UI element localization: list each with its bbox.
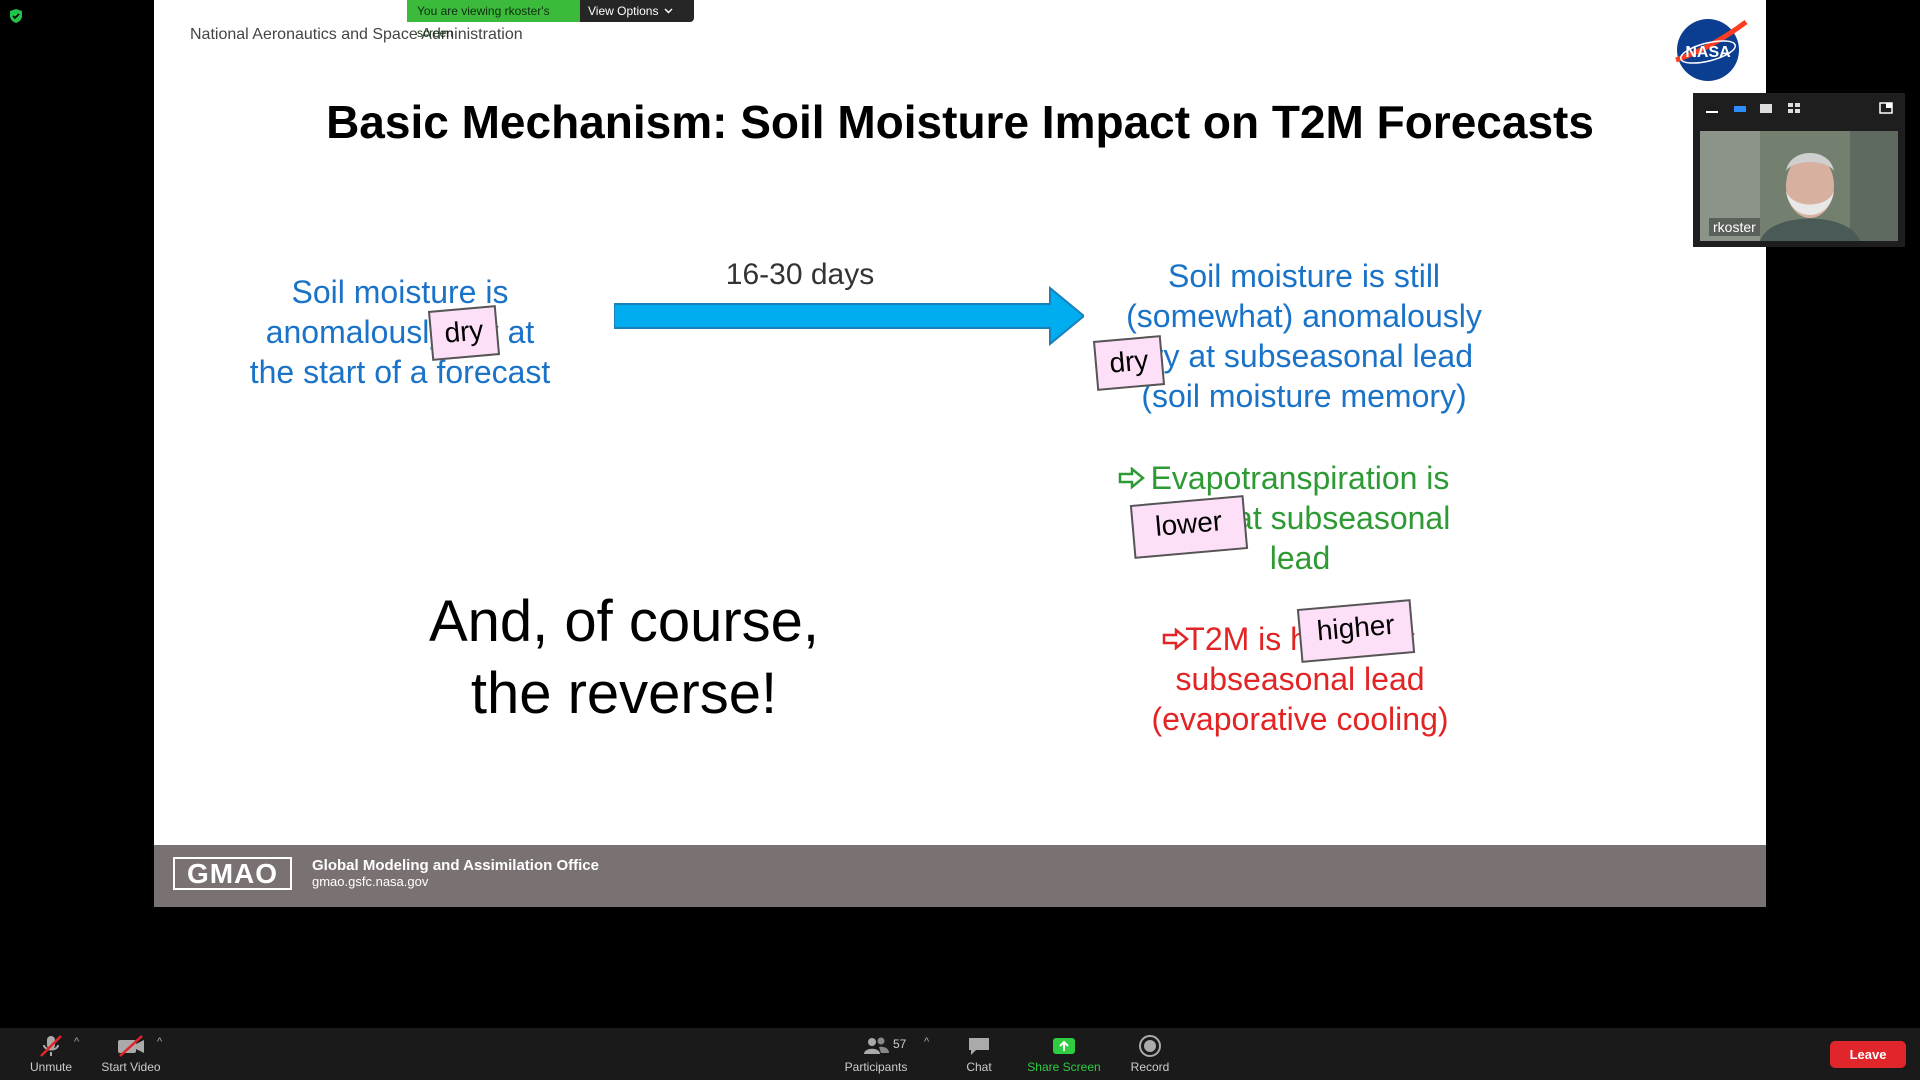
right-statement: Soil moisture is still (somewhat) anomal…	[1084, 256, 1524, 416]
evap-line: Evapotranspiration is	[1150, 460, 1450, 496]
participant-name: rkoster	[1709, 218, 1760, 236]
participant-video	[1700, 131, 1898, 241]
video-options-caret[interactable]: ^	[157, 1036, 163, 1048]
evap-line: lead	[1269, 540, 1331, 576]
meeting-toolbar: Unmute ^ Start Video ^ 57 Participants ^…	[0, 1028, 1920, 1080]
leave-button[interactable]: Leave	[1830, 1041, 1906, 1068]
lead-time-label: 16-30 days	[725, 258, 875, 291]
unmute-label: Unmute	[29, 1060, 73, 1074]
participants-label: Participants	[844, 1060, 908, 1074]
single-view-icon[interactable]	[1759, 102, 1773, 114]
video-off-icon	[118, 1035, 144, 1057]
start-video-label: Start Video	[101, 1060, 161, 1074]
participants-button[interactable]: 57 Participants	[836, 1028, 916, 1080]
right-line: Soil moisture is still	[1167, 258, 1441, 294]
footer-org-name: Global Modeling and Assimilation Office	[312, 857, 599, 874]
slide-footer: GMAO Global Modeling and Assimilation Of…	[154, 845, 1766, 907]
viewing-message: You are viewing rkoster's screen	[407, 0, 580, 40]
tag-higher: higher	[1296, 599, 1416, 663]
chevron-down-icon	[664, 8, 674, 14]
right-line: (somewhat) anomalously	[1126, 298, 1482, 334]
left-line: anomalously dry at	[265, 314, 535, 350]
chat-icon	[969, 1038, 989, 1055]
participants-icon	[864, 1037, 889, 1054]
slide-org-name: National Aeronautics and Space Administr…	[190, 26, 523, 43]
reverse-note: And, of course, the reverse!	[374, 586, 874, 730]
nasa-logo: NASA	[1675, 19, 1748, 81]
participants-options-caret[interactable]: ^	[924, 1036, 930, 1048]
gmao-logo: GMAO	[173, 857, 292, 890]
unmute-button[interactable]: Unmute	[18, 1028, 84, 1080]
share-screen-button[interactable]: Share Screen	[1024, 1028, 1104, 1080]
footer-url: gmao.gsfc.nasa.gov	[312, 874, 429, 889]
tag-dry: dry	[1092, 335, 1166, 391]
shared-slide: National Aeronautics and Space Administr…	[154, 0, 1766, 907]
record-button[interactable]: Record	[1124, 1028, 1176, 1080]
record-icon	[1139, 1035, 1161, 1057]
audio-options-caret[interactable]: ^	[74, 1036, 80, 1048]
right-line: dry at subseasonal lead	[1135, 338, 1473, 374]
chat-label: Chat	[966, 1060, 992, 1074]
view-options-button[interactable]: View Options	[580, 0, 694, 22]
view-options-label: View Options	[588, 4, 659, 18]
shield-icon[interactable]	[8, 8, 24, 24]
record-label: Record	[1130, 1060, 1170, 1074]
minimize-icon[interactable]	[1705, 102, 1719, 114]
t2m-line: subseasonal lead	[1175, 661, 1425, 697]
mic-muted-icon	[40, 1035, 62, 1057]
right-line: (soil moisture memory)	[1141, 378, 1467, 414]
hide-video-panel-icon[interactable]	[1879, 102, 1893, 114]
nasa-logo-text: NASA	[1685, 44, 1731, 61]
viewing-banner: You are viewing rkoster's screen View Op…	[407, 0, 694, 40]
pointer-arrow-icon	[1162, 628, 1189, 650]
share-screen-label: Share Screen	[1027, 1060, 1101, 1074]
start-video-button[interactable]: Start Video	[96, 1028, 166, 1080]
tag-lower: lower	[1129, 495, 1249, 559]
participant-count: 57	[893, 1037, 907, 1051]
left-line: Soil moisture is	[291, 274, 509, 310]
left-line: the start of a forecast	[249, 354, 551, 390]
t2m-line: (evaporative cooling)	[1151, 701, 1449, 737]
chat-button[interactable]: Chat	[954, 1028, 1004, 1080]
reverse-line: And, of course,	[428, 589, 820, 654]
tag-dry: dry	[427, 305, 501, 361]
slide-title: Basic Mechanism: Soil Moisture Impact on…	[326, 96, 1594, 148]
share-screen-icon	[1053, 1038, 1075, 1054]
participant-video-tile[interactable]: rkoster	[1693, 123, 1905, 247]
reverse-line: the reverse!	[470, 661, 778, 726]
pointer-arrow-icon	[1118, 467, 1145, 489]
gallery-view-icon[interactable]	[1787, 102, 1801, 114]
speaker-view-icon[interactable]	[1733, 102, 1747, 114]
right-arrow	[614, 286, 1084, 346]
video-tile-toolbar	[1693, 93, 1905, 123]
left-statement: Soil moisture is anomalously dry at the …	[200, 272, 600, 392]
